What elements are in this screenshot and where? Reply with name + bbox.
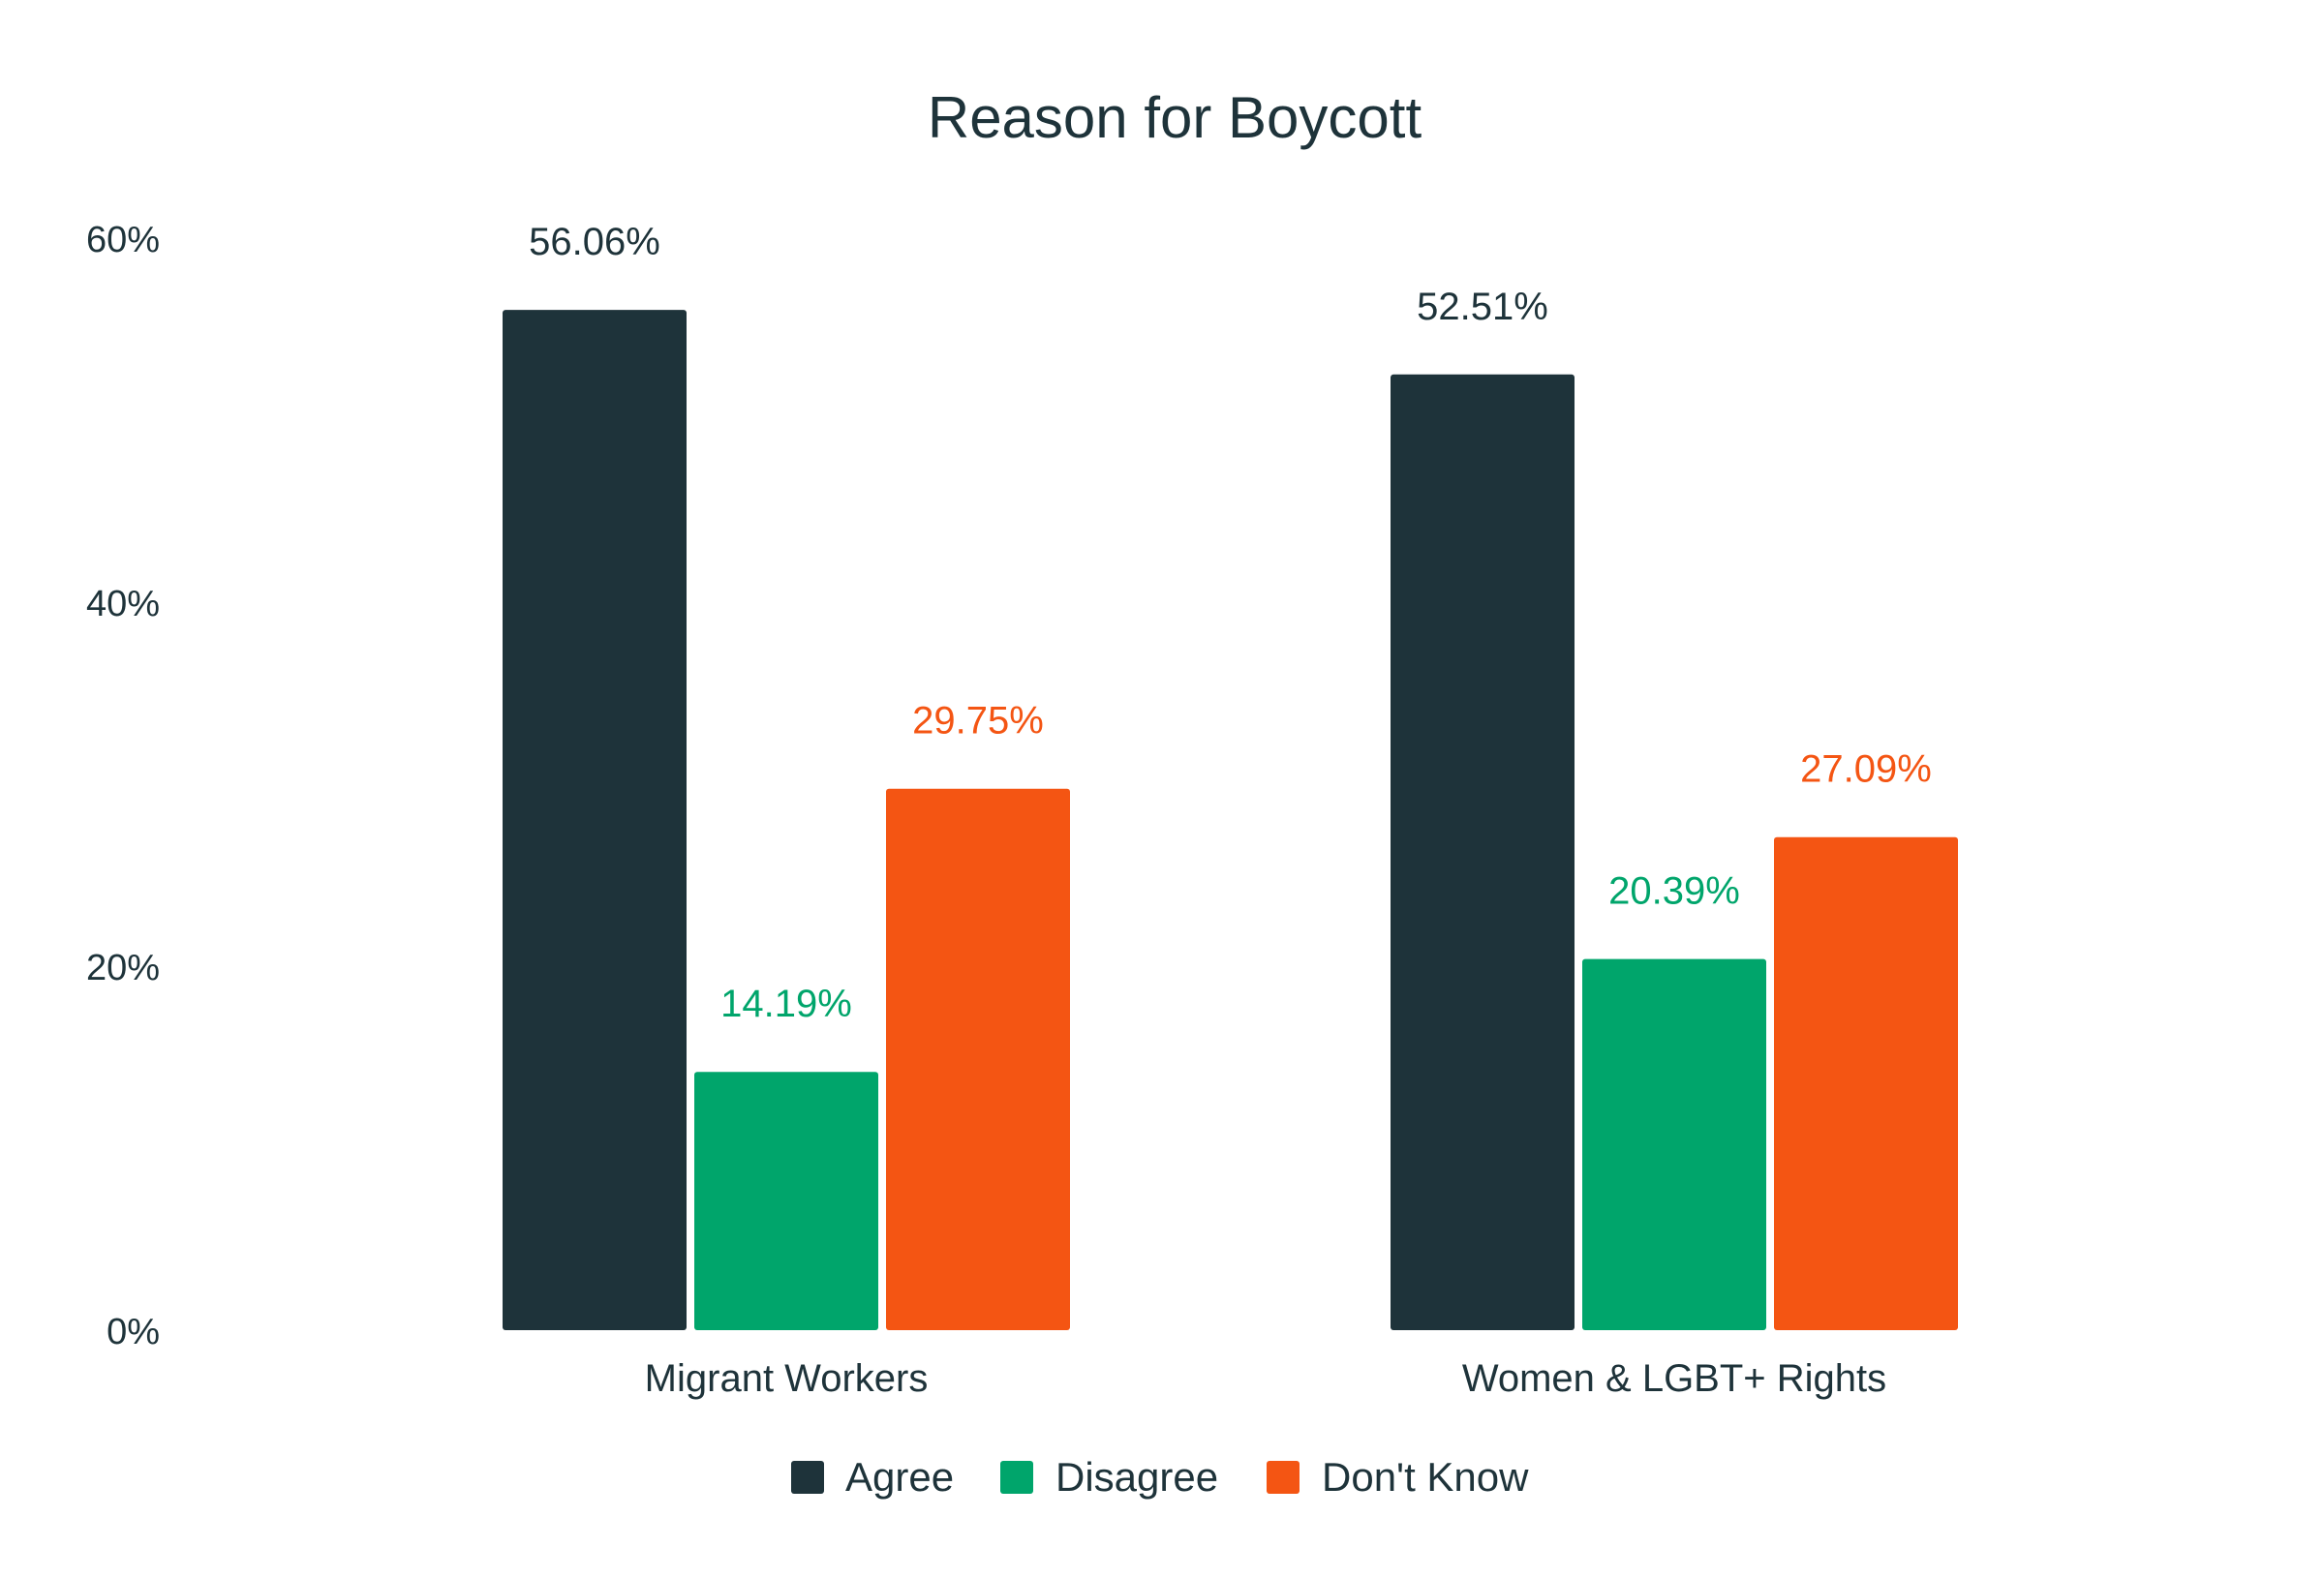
bar: [694, 1072, 878, 1330]
legend-swatch: [791, 1461, 824, 1494]
bar: [886, 788, 1070, 1330]
y-tick-label: 60%: [86, 220, 160, 260]
legend-swatch: [1000, 1461, 1033, 1494]
chart-title: Reason for Boycott: [928, 85, 1422, 150]
data-label: 52.51%: [1417, 286, 1548, 328]
data-label: 56.06%: [529, 221, 660, 263]
data-label: 20.39%: [1608, 870, 1740, 913]
y-axis: 0% 20% 40% 60%: [86, 220, 160, 1352]
bar: [1774, 836, 1958, 1330]
x-axis: Migrant Workers Women & LGBT+ Rights: [645, 1357, 1886, 1400]
bar: [503, 310, 687, 1330]
data-labels-group: 56.06% 14.19% 29.75% 52.51% 20.39% 27.09%: [529, 221, 1932, 1025]
y-tick-label: 0%: [107, 1312, 160, 1352]
legend-label: Don't Know: [1322, 1454, 1529, 1500]
y-tick-label: 40%: [86, 584, 160, 624]
data-label: 27.09%: [1800, 748, 1932, 791]
y-tick-label: 20%: [86, 948, 160, 988]
x-tick-label: Migrant Workers: [645, 1357, 929, 1400]
bars-group: [503, 310, 1958, 1330]
data-label: 14.19%: [720, 983, 852, 1025]
x-tick-label: Women & LGBT+ Rights: [1462, 1357, 1886, 1400]
legend-label: Agree: [845, 1454, 954, 1500]
legend: Agree Disagree Don't Know: [791, 1454, 1529, 1500]
legend-swatch: [1267, 1461, 1300, 1494]
bar: [1582, 958, 1766, 1330]
data-label: 29.75%: [912, 700, 1044, 743]
bar: [1391, 374, 1575, 1330]
legend-label: Disagree: [1055, 1454, 1218, 1500]
